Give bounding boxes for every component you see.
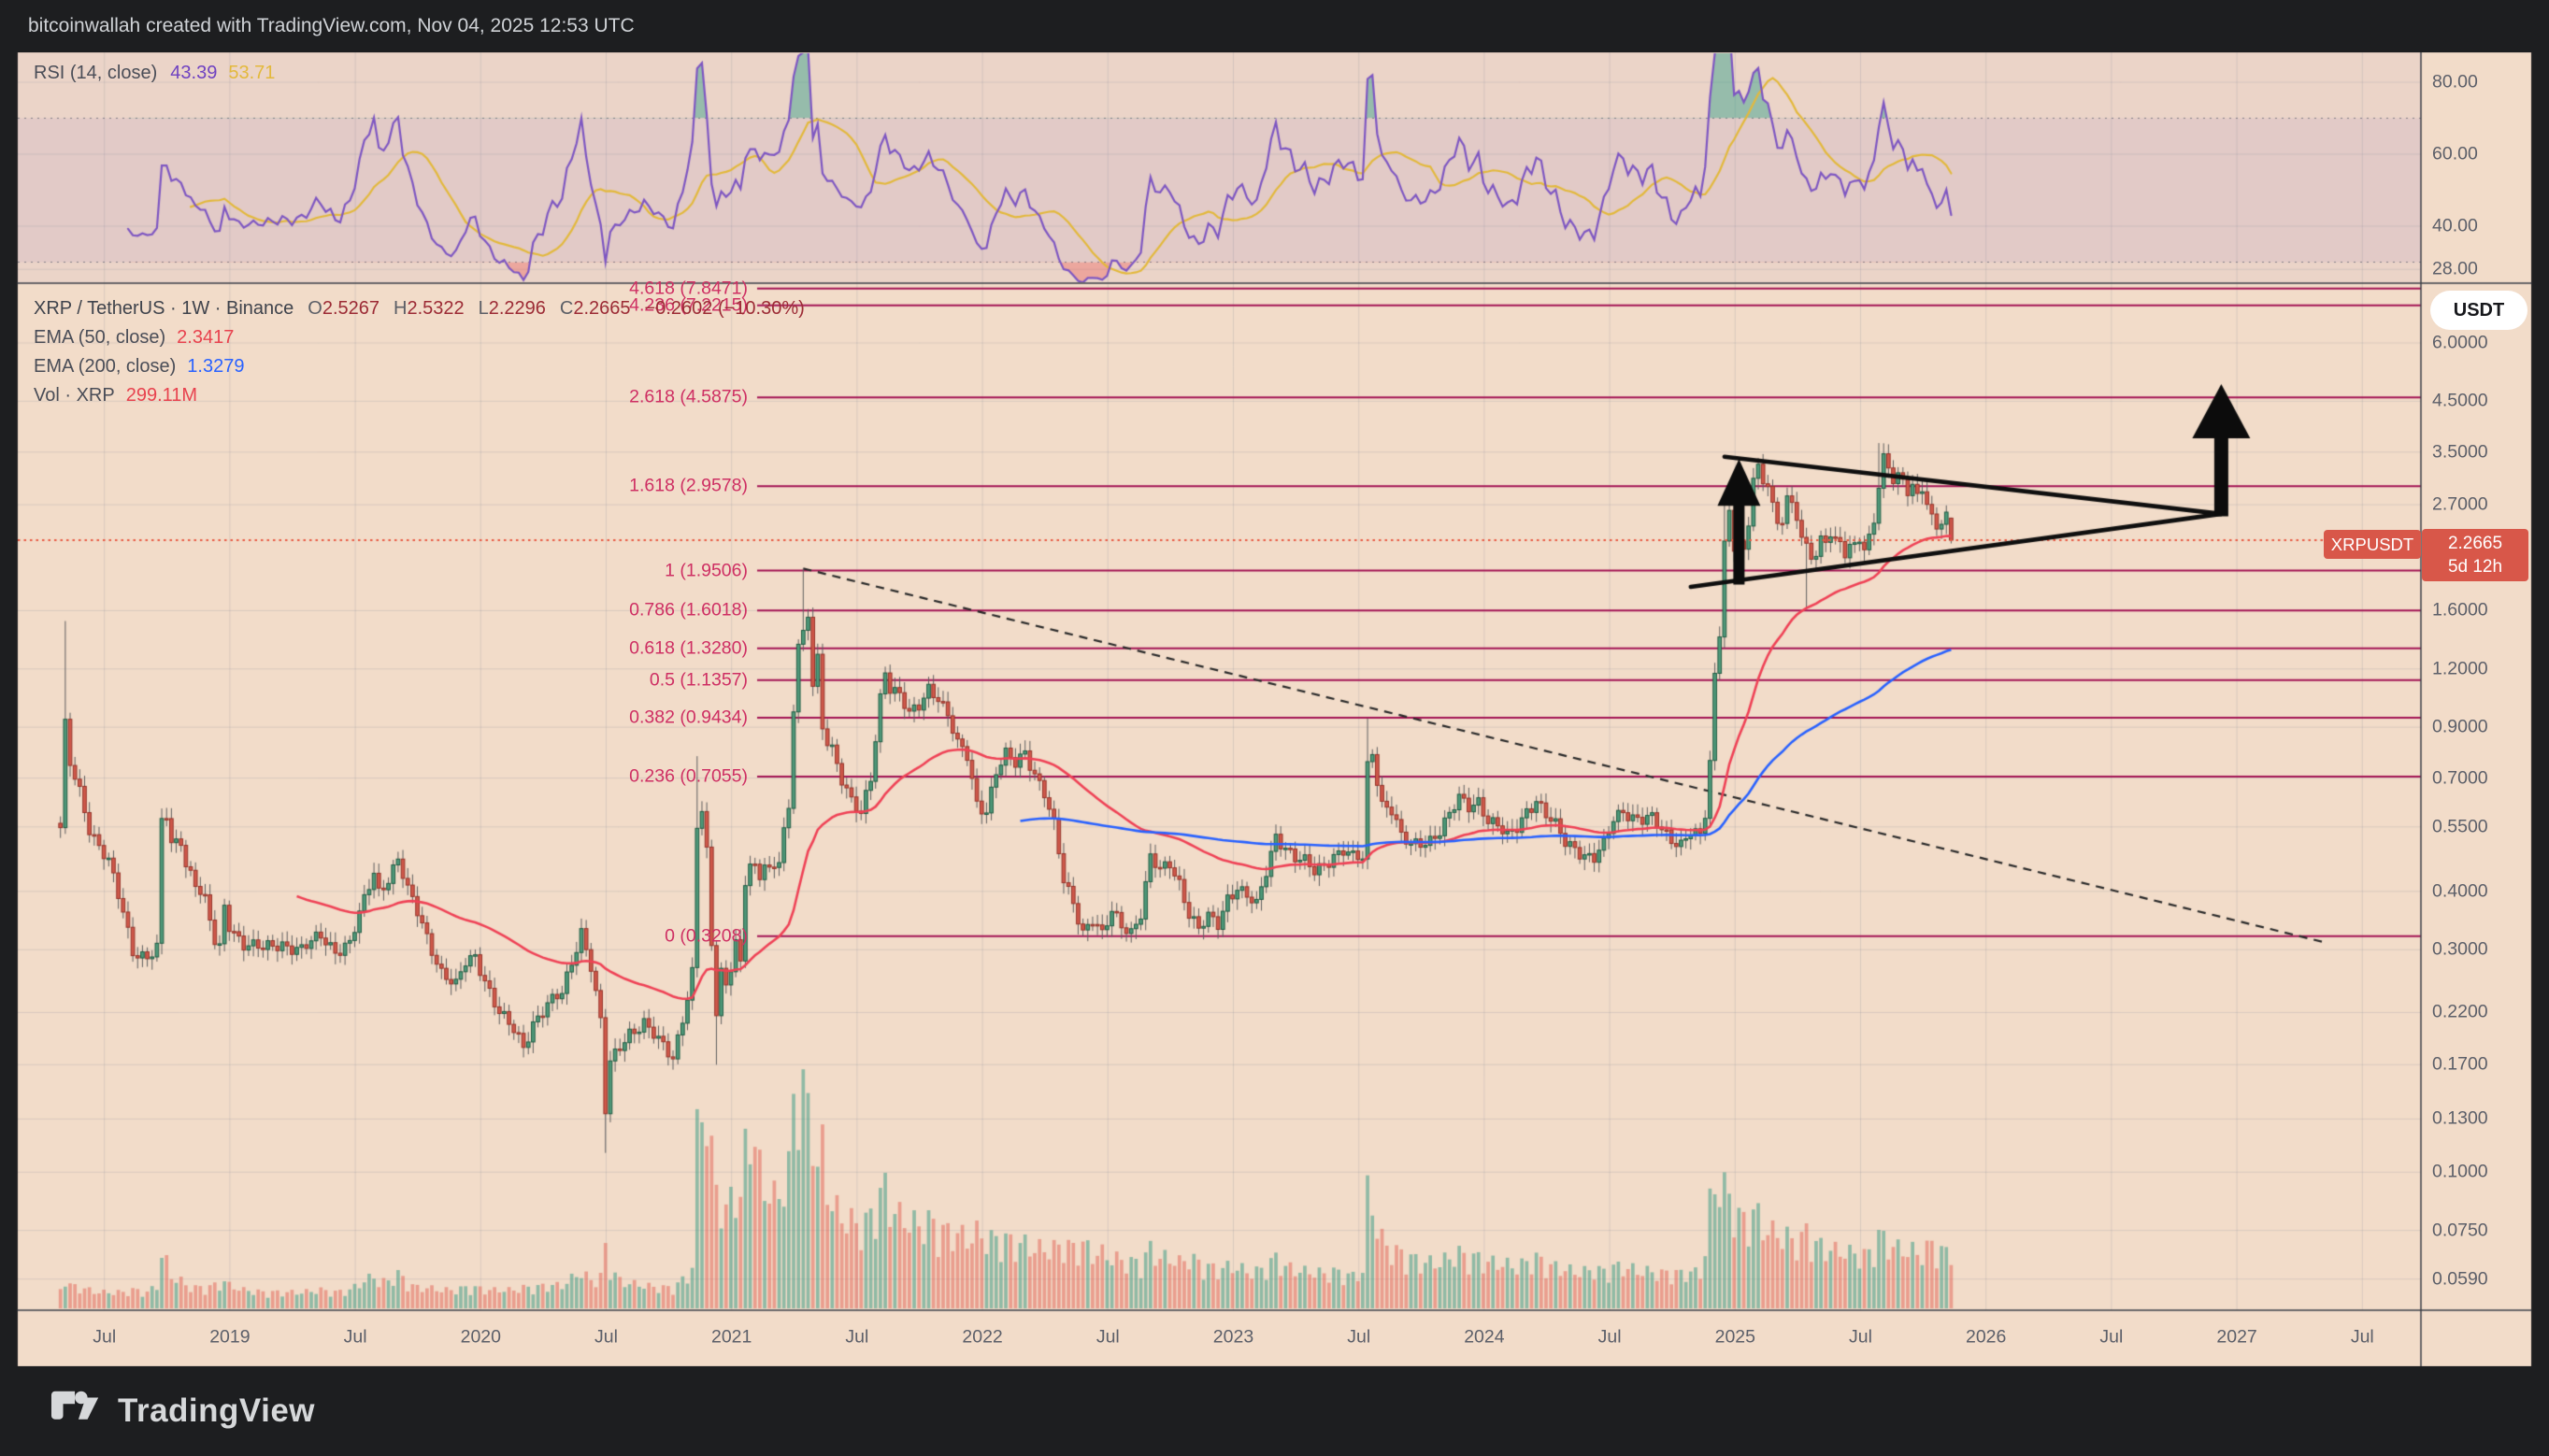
- ohlc-low-value: 2.2296: [488, 298, 546, 319]
- fib-level-label: 0.5 (1.1357): [649, 669, 748, 691]
- symbol-title: XRP / TetherUS · 1W · Binance: [34, 298, 294, 319]
- time-axis-label: Jul: [594, 1326, 618, 1348]
- price-axis-label: 3.5000: [2432, 441, 2488, 463]
- change-value: −0.2602 (−10.30%): [644, 298, 805, 319]
- time-axis-label: 2023: [1212, 1326, 1254, 1348]
- fib-level-label: 0.382 (0.9434): [629, 707, 748, 728]
- fib-level-label: 1.618 (2.9578): [629, 475, 748, 496]
- time-axis-label: 2020: [460, 1326, 501, 1348]
- time-axis-label: Jul: [1597, 1326, 1622, 1348]
- time-axis-label: Jul: [2350, 1326, 2374, 1348]
- fib-level-label: 4.618 (7.8471): [629, 278, 748, 299]
- ema50-value: 2.3417: [177, 327, 235, 348]
- time-axis-label: 2019: [209, 1326, 251, 1348]
- fib-level-label: 2.618 (4.5875): [629, 386, 748, 407]
- fib-level-label: 0.618 (1.3280): [629, 637, 748, 659]
- price-axis-label: 1.2000: [2432, 658, 2488, 679]
- ema50-label: EMA (50, close): [34, 327, 166, 348]
- last-price-badge: 2.2665 5d 12h: [2422, 529, 2528, 581]
- ema200-value: 1.3279: [187, 356, 245, 377]
- ohlc-open-value: 2.5267: [322, 298, 379, 319]
- price-axis-label: 0.1300: [2432, 1107, 2488, 1129]
- fib-level-label: 4.236 (7.2215): [629, 294, 748, 316]
- time-axis-label: Jul: [343, 1326, 367, 1348]
- time-axis-label: Jul: [1095, 1326, 1120, 1348]
- time-axis-label: Jul: [845, 1326, 869, 1348]
- price-axis-label: 0.9000: [2432, 716, 2488, 737]
- ohlc-high-label: H: [394, 298, 408, 319]
- ema200-legend[interactable]: EMA (200, close) 1.3279: [34, 356, 244, 378]
- time-axis-label: Jul: [93, 1326, 117, 1348]
- footer-bar: TradingView: [0, 1366, 2549, 1456]
- price-axis-label: 0.4000: [2432, 880, 2488, 902]
- price-axis-label: 2.7000: [2432, 493, 2488, 515]
- ohlc-close-label: C: [559, 298, 574, 319]
- time-axis-label: Jul: [1849, 1326, 1872, 1348]
- rsi-axis-label: 28.00: [2432, 258, 2478, 279]
- ohlc-high-value: 2.5322: [407, 298, 465, 319]
- time-axis-label: 2026: [1965, 1326, 2007, 1348]
- symbol-legend[interactable]: XRP / TetherUS · 1W · Binance O 2.5267 H…: [34, 298, 805, 320]
- time-axis-label: Jul: [1347, 1326, 1371, 1348]
- rsi-ma-value: 53.71: [228, 63, 276, 83]
- rsi-axis-label: 80.00: [2432, 71, 2478, 93]
- time-axis-label: 2027: [2216, 1326, 2257, 1348]
- tradingview-logo-icon[interactable]: [50, 1391, 103, 1432]
- currency-toggle-button[interactable]: USDT: [2430, 291, 2528, 330]
- ema200-label: EMA (200, close): [34, 356, 177, 377]
- header-bar: bitcoinwallah created with TradingView.c…: [0, 0, 2549, 52]
- price-axis-label: 4.5000: [2432, 390, 2488, 411]
- fib-level-label: 0 (0.3208): [665, 925, 748, 947]
- rsi-legend-label: RSI (14, close): [34, 63, 158, 83]
- volume-value: 299.11M: [125, 385, 198, 406]
- symbol-price-label: XRPUSDT: [2324, 530, 2421, 559]
- fib-level-label: 1 (1.9506): [665, 560, 748, 580]
- currency-label: USDT: [2453, 299, 2505, 321]
- time-axis-label: 2024: [1464, 1326, 1505, 1348]
- rsi-value: 43.39: [170, 63, 218, 83]
- price-axis-label: 1.6000: [2432, 599, 2488, 621]
- price-axis-label: 0.1000: [2432, 1161, 2488, 1182]
- last-price-value: 2.2665: [2447, 534, 2503, 553]
- bar-countdown: 5d 12h: [2447, 557, 2503, 577]
- price-axis-label: 6.0000: [2432, 332, 2488, 353]
- time-axis-label: 2022: [962, 1326, 1003, 1348]
- volume-label: Vol · XRP: [34, 385, 115, 406]
- price-axis-label: 0.0590: [2432, 1268, 2488, 1290]
- price-axis-label: 0.3000: [2432, 938, 2488, 960]
- rsi-axis-label: 40.00: [2432, 215, 2478, 236]
- time-axis-label: 2025: [1714, 1326, 1755, 1348]
- rsi-legend[interactable]: RSI (14, close) 43.39 53.71: [34, 63, 275, 84]
- time-axis-label: 2021: [710, 1326, 752, 1348]
- ohlc-open-label: O: [308, 298, 322, 319]
- rsi-axis-label: 60.00: [2432, 143, 2478, 164]
- price-axis-label: 0.1700: [2432, 1053, 2488, 1075]
- time-axis-label: Jul: [2099, 1326, 2124, 1348]
- ohlc-low-label: L: [478, 298, 489, 319]
- price-axis-label: 0.7000: [2432, 767, 2488, 789]
- price-axis-label: 0.0750: [2432, 1220, 2488, 1241]
- tradingview-brand-text[interactable]: TradingView: [118, 1392, 316, 1429]
- volume-legend[interactable]: Vol · XRP 299.11M: [34, 385, 197, 407]
- price-axis-label: 0.5500: [2432, 816, 2488, 837]
- symbol-price-label-text: XRPUSDT: [2330, 534, 2414, 554]
- attribution-text: bitcoinwallah created with TradingView.c…: [28, 15, 635, 36]
- fib-level-label: 0.236 (0.7055): [629, 765, 748, 787]
- price-axis-label: 0.2200: [2432, 1001, 2488, 1022]
- ohlc-close-value: 2.2665: [573, 298, 631, 319]
- ema50-legend[interactable]: EMA (50, close) 2.3417: [34, 327, 234, 349]
- fib-level-label: 0.786 (1.6018): [629, 599, 748, 621]
